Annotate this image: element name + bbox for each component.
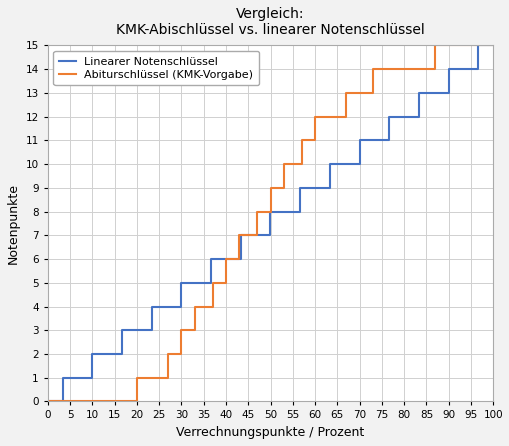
Abiturschlüssel (KMK-Vorgabe) (343, 90, 349, 95)
X-axis label: Verrechnungspunkte / Prozent: Verrechnungspunkte / Prozent (176, 426, 364, 439)
Linearer Notenschlüssel (119, 328, 125, 333)
Linearer Notenschlüssel (326, 161, 332, 167)
Abiturschlüssel (KMK-Vorgabe) (133, 375, 139, 380)
Abiturschlüssel (KMK-Vorgabe) (178, 328, 184, 333)
Linearer Notenschlüssel (474, 66, 480, 72)
Abiturschlüssel (KMK-Vorgabe) (253, 233, 260, 238)
Linearer Notenschlüssel (148, 328, 154, 333)
Abiturschlüssel (KMK-Vorgabe) (432, 66, 438, 72)
Abiturschlüssel (KMK-Vorgabe) (178, 351, 184, 357)
Abiturschlüssel (KMK-Vorgabe) (133, 399, 139, 404)
Linearer Notenschlüssel (178, 280, 184, 285)
Linearer Notenschlüssel (356, 138, 362, 143)
Linearer Notenschlüssel (237, 256, 243, 262)
Linearer Notenschlüssel (385, 114, 391, 120)
Linearer Notenschlüssel (208, 280, 214, 285)
Abiturschlüssel (KMK-Vorgabe) (165, 351, 171, 357)
Abiturschlüssel (KMK-Vorgabe) (280, 161, 287, 167)
Linearer Notenschlüssel (60, 375, 66, 380)
Abiturschlüssel (KMK-Vorgabe) (298, 138, 304, 143)
Linearer Notenschlüssel (297, 185, 303, 190)
Line: Linearer Notenschlüssel: Linearer Notenschlüssel (48, 45, 492, 401)
Abiturschlüssel (KMK-Vorgabe) (236, 256, 242, 262)
Linearer Notenschlüssel (237, 233, 243, 238)
Linearer Notenschlüssel (89, 375, 95, 380)
Abiturschlüssel (KMK-Vorgabe) (267, 209, 273, 214)
Linearer Notenschlüssel (489, 43, 495, 48)
Abiturschlüssel (KMK-Vorgabe) (222, 256, 229, 262)
Linearer Notenschlüssel (474, 43, 480, 48)
Linearer Notenschlüssel (178, 304, 184, 309)
Linearer Notenschlüssel (297, 209, 303, 214)
Abiturschlüssel (KMK-Vorgabe) (209, 280, 215, 285)
Abiturschlüssel (KMK-Vorgabe) (280, 185, 287, 190)
Linearer Notenschlüssel (385, 138, 391, 143)
Legend: Linearer Notenschlüssel, Abiturschlüssel (KMK-Vorgabe): Linearer Notenschlüssel, Abiturschlüssel… (53, 51, 259, 86)
Linearer Notenschlüssel (267, 233, 273, 238)
Abiturschlüssel (KMK-Vorgabe) (191, 304, 197, 309)
Abiturschlüssel (KMK-Vorgabe) (236, 233, 242, 238)
Abiturschlüssel (KMK-Vorgabe) (369, 90, 375, 95)
Linearer Notenschlüssel (445, 66, 451, 72)
Abiturschlüssel (KMK-Vorgabe) (312, 114, 318, 120)
Title: Vergleich:
KMK-Abischlüssel vs. linearer Notenschlüssel: Vergleich: KMK-Abischlüssel vs. linearer… (116, 7, 424, 37)
Abiturschlüssel (KMK-Vorgabe) (209, 304, 215, 309)
Linearer Notenschlüssel (45, 399, 51, 404)
Linearer Notenschlüssel (89, 351, 95, 357)
Linearer Notenschlüssel (60, 399, 66, 404)
Linearer Notenschlüssel (267, 209, 273, 214)
Linearer Notenschlüssel (445, 90, 451, 95)
Linearer Notenschlüssel (415, 90, 421, 95)
Abiturschlüssel (KMK-Vorgabe) (298, 161, 304, 167)
Abiturschlüssel (KMK-Vorgabe) (312, 138, 318, 143)
Abiturschlüssel (KMK-Vorgabe) (432, 43, 438, 48)
Linearer Notenschlüssel (415, 114, 421, 120)
Abiturschlüssel (KMK-Vorgabe) (222, 280, 229, 285)
Linearer Notenschlüssel (119, 351, 125, 357)
Linearer Notenschlüssel (208, 256, 214, 262)
Linearer Notenschlüssel (326, 185, 332, 190)
Abiturschlüssel (KMK-Vorgabe) (45, 399, 51, 404)
Line: Abiturschlüssel (KMK-Vorgabe): Abiturschlüssel (KMK-Vorgabe) (48, 45, 492, 401)
Abiturschlüssel (KMK-Vorgabe) (191, 328, 197, 333)
Abiturschlüssel (KMK-Vorgabe) (369, 66, 375, 72)
Abiturschlüssel (KMK-Vorgabe) (165, 375, 171, 380)
Abiturschlüssel (KMK-Vorgabe) (267, 185, 273, 190)
Abiturschlüssel (KMK-Vorgabe) (489, 43, 495, 48)
Linearer Notenschlüssel (148, 304, 154, 309)
Y-axis label: Notenpunkte: Notenpunkte (7, 183, 20, 264)
Abiturschlüssel (KMK-Vorgabe) (253, 209, 260, 214)
Abiturschlüssel (KMK-Vorgabe) (343, 114, 349, 120)
Linearer Notenschlüssel (356, 161, 362, 167)
